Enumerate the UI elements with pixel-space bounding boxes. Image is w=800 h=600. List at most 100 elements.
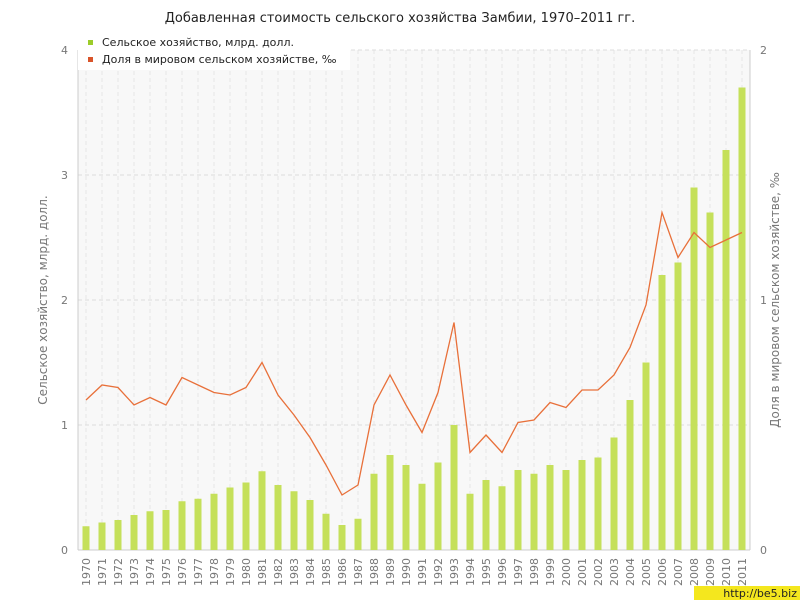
x-tick-label: 2009 bbox=[704, 558, 717, 586]
x-tick-label: 1995 bbox=[480, 558, 493, 586]
watermark-text: http://be5.biz bbox=[723, 587, 797, 600]
x-tick-label: 1974 bbox=[144, 558, 157, 586]
bar-1998 bbox=[530, 473, 538, 550]
bar-2009 bbox=[706, 212, 714, 550]
bar-1971 bbox=[98, 522, 106, 550]
right-tick-label: 2 bbox=[760, 44, 767, 57]
x-tick-label: 1978 bbox=[208, 558, 221, 586]
bar-1987 bbox=[354, 518, 362, 550]
bar-2004 bbox=[626, 400, 634, 550]
x-tick-label: 1984 bbox=[304, 558, 317, 586]
x-tick-label: 1976 bbox=[176, 558, 189, 586]
bar-1970 bbox=[82, 526, 90, 550]
x-tick-label: 1986 bbox=[336, 558, 349, 586]
bar-1974 bbox=[146, 511, 154, 550]
right-tick-label: 0 bbox=[760, 544, 767, 557]
x-tick-label: 1973 bbox=[128, 558, 141, 586]
x-tick-label: 1988 bbox=[368, 558, 381, 586]
bar-1993 bbox=[450, 425, 458, 550]
legend-label-bars: Сельское хозяйство, млрд. долл. bbox=[102, 36, 294, 49]
bar-1992 bbox=[434, 462, 442, 550]
bar-1999 bbox=[546, 465, 554, 550]
x-tick-label: 1983 bbox=[288, 558, 301, 586]
watermark: http://be5.biz bbox=[694, 586, 800, 600]
bar-2003 bbox=[610, 437, 618, 550]
x-tick-label: 1994 bbox=[464, 558, 477, 586]
x-tick-label: 1981 bbox=[256, 558, 269, 586]
x-tick-label: 2000 bbox=[560, 558, 573, 586]
x-tick-label: 1991 bbox=[416, 558, 429, 586]
bar-2006 bbox=[658, 275, 666, 550]
watermark-background bbox=[694, 586, 800, 600]
bar-2010 bbox=[722, 150, 730, 550]
bar-1988 bbox=[370, 473, 378, 550]
bar-1986 bbox=[338, 525, 346, 550]
legend: Сельское хозяйство, млрд. долл. Доля в м… bbox=[78, 34, 350, 70]
share-line-layer bbox=[85, 209, 743, 496]
left-axis-title: Сельское хозяйство, млрд. долл. bbox=[36, 195, 50, 404]
x-tick-label: 2008 bbox=[688, 558, 701, 586]
x-axis: 1970 1971 1972 1973 1974 1975 1976 1977 1978 1979… bbox=[80, 558, 749, 586]
bars bbox=[82, 87, 746, 550]
bar-1973 bbox=[130, 515, 138, 550]
left-axis: 0 1 2 3 4 bbox=[61, 44, 68, 557]
x-tick-label: 1992 bbox=[432, 558, 445, 586]
legend-box bbox=[78, 34, 350, 70]
x-tick-label: 1999 bbox=[544, 558, 557, 586]
bar-1989 bbox=[386, 455, 394, 550]
x-tick-label: 2007 bbox=[672, 558, 685, 586]
x-tick-label: 1993 bbox=[448, 558, 461, 586]
right-axis-title: Доля в мировом сельском хозяйстве, ‰ bbox=[768, 172, 782, 428]
x-tick-label: 2003 bbox=[608, 558, 621, 586]
left-tick-label: 1 bbox=[61, 419, 68, 432]
legend-swatch-line bbox=[88, 57, 93, 62]
x-tick-label: 2010 bbox=[720, 558, 733, 586]
x-tick-label: 1996 bbox=[496, 558, 509, 586]
bar-2002 bbox=[594, 457, 602, 550]
left-tick-label: 0 bbox=[61, 544, 68, 557]
left-tick-label: 4 bbox=[61, 44, 68, 57]
chart-title: Добавленная стоимость сельского хозяйств… bbox=[165, 11, 636, 26]
x-tick-label: 1970 bbox=[80, 558, 93, 586]
bar-1996 bbox=[498, 486, 506, 550]
x-tick-label: 1982 bbox=[272, 558, 285, 586]
x-tick-label: 1972 bbox=[112, 558, 125, 586]
bar-2000 bbox=[562, 470, 570, 550]
x-tick-label: 2005 bbox=[640, 558, 653, 586]
x-tick-label: 2001 bbox=[576, 558, 589, 586]
x-tick-label: 1985 bbox=[320, 558, 333, 586]
x-tick-label: 1987 bbox=[352, 558, 365, 586]
x-tick-label: 1971 bbox=[96, 558, 109, 586]
x-tick-label: 2006 bbox=[656, 558, 669, 586]
x-tick-label: 1977 bbox=[192, 558, 205, 586]
x-tick-label: 1998 bbox=[528, 558, 541, 586]
share-line bbox=[85, 209, 743, 496]
bar-1983 bbox=[290, 491, 298, 550]
bar-1978 bbox=[210, 493, 218, 550]
bar-1984 bbox=[306, 500, 314, 550]
x-tick-label: 2011 bbox=[736, 558, 749, 586]
bar-1972 bbox=[114, 520, 122, 550]
x-tick-label: 2002 bbox=[592, 558, 605, 586]
bar-1981 bbox=[258, 471, 266, 550]
bar-2008 bbox=[690, 187, 698, 550]
bar-2005 bbox=[642, 362, 650, 550]
x-tick-label: 1975 bbox=[160, 558, 173, 586]
legend-label-line: Доля в мировом сельском хозяйстве, ‰ bbox=[102, 53, 337, 66]
bar-1979 bbox=[226, 487, 234, 550]
bar-1980 bbox=[242, 482, 250, 550]
x-tick-label: 1997 bbox=[512, 558, 525, 586]
left-tick-label: 2 bbox=[61, 294, 68, 307]
bar-1997 bbox=[514, 470, 522, 550]
bar-1975 bbox=[162, 510, 170, 550]
legend-swatch-bars bbox=[88, 40, 93, 45]
bar-1995 bbox=[482, 480, 490, 550]
bar-1994 bbox=[466, 493, 474, 550]
bar-2001 bbox=[578, 460, 586, 550]
bar-1977 bbox=[194, 498, 202, 550]
x-tick-label: 1979 bbox=[224, 558, 237, 586]
x-tick-label: 2004 bbox=[624, 558, 637, 586]
bar-2011 bbox=[738, 87, 746, 550]
bar-1991 bbox=[418, 483, 426, 550]
